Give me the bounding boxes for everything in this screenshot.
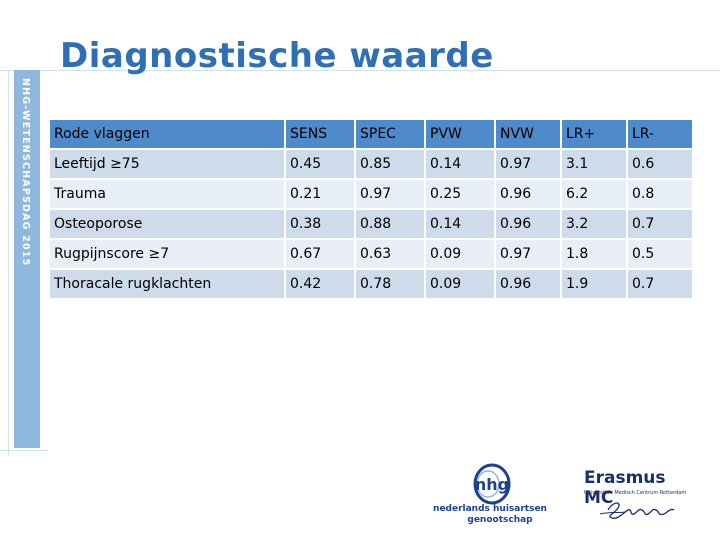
header-cell: Rode vlaggen [50, 120, 284, 148]
header-cell: SENS [286, 120, 354, 148]
table-cell: 0.09 [426, 240, 494, 268]
table-cell: 1.9 [562, 270, 626, 298]
table-cell: 0.14 [426, 210, 494, 238]
table-cell: 0.78 [356, 270, 424, 298]
erasmus-signature-icon [599, 502, 675, 519]
table-cell: 0.7 [628, 210, 692, 238]
table-cell: 0.8 [628, 180, 692, 208]
table-cell: 6.2 [562, 180, 626, 208]
erasmus-mc-subtitle: Universitair Medisch Centrum Rotterdam [584, 490, 687, 496]
header-cell: SPEC [356, 120, 424, 148]
table-cell: Rugpijnscore ≥7 [50, 240, 284, 268]
table-cell: 0.7 [628, 270, 692, 298]
table-row: Osteoporose 0.38 0.88 0.14 0.96 3.2 0.7 [50, 210, 692, 238]
table-cell: 0.09 [426, 270, 494, 298]
table-cell: 0.96 [496, 270, 560, 298]
side-banner-label: NHG-WETENSCHAPSDAG 2015 [20, 78, 31, 267]
table-cell: 0.63 [356, 240, 424, 268]
nhg-logo-line2: genootschap [467, 515, 533, 525]
slide-title: Diagnostische waarde [60, 36, 494, 76]
side-banner [14, 70, 40, 448]
table-cell: 1.8 [562, 240, 626, 268]
table-row: Trauma 0.21 0.97 0.25 0.96 6.2 0.8 [50, 180, 692, 208]
table-cell: 0.96 [496, 210, 560, 238]
header-cell: PVW [426, 120, 494, 148]
nhg-logo-line1: nederlands huisartsen [433, 504, 547, 514]
nhg-logo-mark-text: nhg [475, 475, 509, 494]
table-cell: 0.88 [356, 210, 424, 238]
table-cell: 0.97 [356, 180, 424, 208]
nhg-logo: nhg nederlands huisartsen genootschap [430, 460, 550, 530]
table-cell: Leeftijd ≥75 [50, 150, 284, 178]
table-cell: 0.45 [286, 150, 354, 178]
left-divider-line [8, 70, 9, 456]
erasmus-mc-logo: Erasmus MC Universitair Medisch Centrum … [578, 466, 698, 526]
bottom-left-divider-line [0, 450, 48, 451]
table-cell: Osteoporose [50, 210, 284, 238]
top-divider-line [0, 70, 720, 71]
table-header-row: Rode vlaggen SENS SPEC PVW NVW LR+ LR- [50, 120, 692, 148]
table-cell: 0.67 [286, 240, 354, 268]
header-cell: LR+ [562, 120, 626, 148]
table-cell: 0.38 [286, 210, 354, 238]
table-cell: 0.97 [496, 240, 560, 268]
header-cell: LR- [628, 120, 692, 148]
header-cell: NVW [496, 120, 560, 148]
diagnostic-value-table: Rode vlaggen SENS SPEC PVW NVW LR+ LR- L… [48, 118, 694, 300]
table-cell: 0.97 [496, 150, 560, 178]
erasmus-mc-name: Erasmus MC [584, 468, 666, 508]
table-cell: 0.25 [426, 180, 494, 208]
table-cell: 3.1 [562, 150, 626, 178]
table-cell: 0.96 [496, 180, 560, 208]
table-cell: 0.14 [426, 150, 494, 178]
table-row: Leeftijd ≥75 0.45 0.85 0.14 0.97 3.1 0.6 [50, 150, 692, 178]
table-cell: 0.42 [286, 270, 354, 298]
table-cell: Trauma [50, 180, 284, 208]
table-cell: 0.85 [356, 150, 424, 178]
table-cell: 0.21 [286, 180, 354, 208]
table-cell: 0.6 [628, 150, 692, 178]
nhg-logo-mark-icon: nhg [473, 463, 511, 505]
table-cell: 3.2 [562, 210, 626, 238]
table-cell: Thoracale rugklachten [50, 270, 284, 298]
table-row: Thoracale rugklachten 0.42 0.78 0.09 0.9… [50, 270, 692, 298]
table-cell: 0.5 [628, 240, 692, 268]
table-row: Rugpijnscore ≥7 0.67 0.63 0.09 0.97 1.8 … [50, 240, 692, 268]
